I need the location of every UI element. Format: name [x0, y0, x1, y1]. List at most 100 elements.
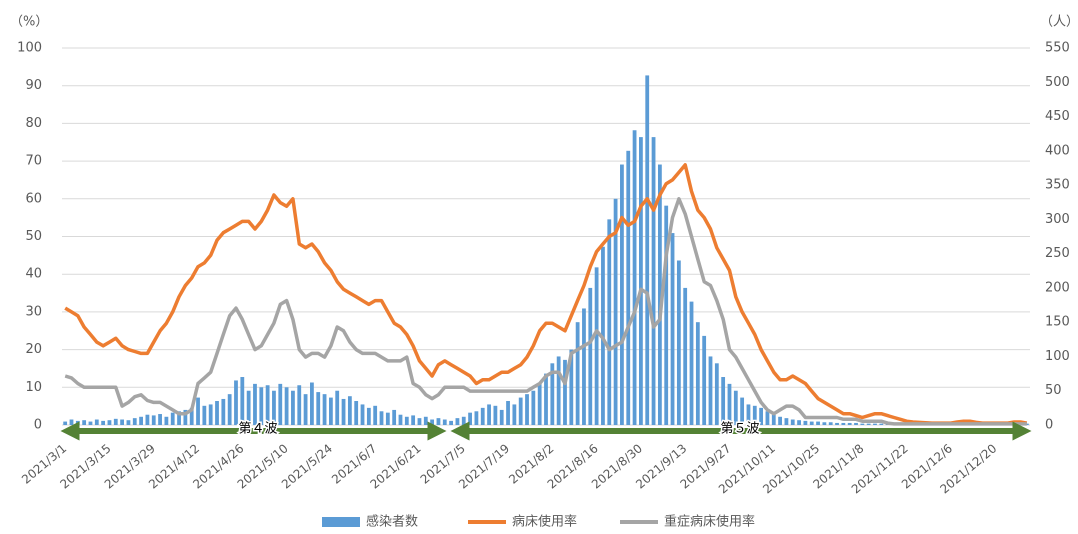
- bar: [196, 397, 200, 425]
- bar: [328, 397, 333, 425]
- bar: [379, 411, 384, 425]
- bar: [69, 419, 74, 425]
- line: [64, 197, 1027, 426]
- bar: [436, 418, 441, 425]
- y-tick-label: 30: [25, 304, 42, 319]
- y2-tick-label: 350: [1045, 178, 1070, 193]
- legend-swatch: [322, 517, 360, 527]
- bar: [354, 401, 359, 425]
- bar: [765, 411, 770, 425]
- bar: [145, 414, 150, 425]
- bar: [411, 415, 416, 425]
- bar: [657, 164, 662, 425]
- bar: [676, 260, 681, 425]
- bar: [234, 380, 238, 425]
- bar: [746, 404, 751, 425]
- annotation: 第５波: [720, 422, 759, 437]
- bar: [253, 383, 257, 425]
- bar: [613, 198, 618, 425]
- bar: [860, 423, 865, 425]
- bar: [683, 287, 688, 425]
- bar: [126, 420, 131, 425]
- bar: [183, 409, 188, 425]
- bar: [430, 419, 435, 425]
- bar: [101, 420, 106, 425]
- bar: [695, 322, 700, 425]
- bar: [63, 421, 68, 425]
- bar: [170, 412, 175, 425]
- bar: [790, 419, 795, 425]
- bar: [607, 219, 612, 425]
- bar: [107, 420, 112, 425]
- bar: [88, 421, 93, 425]
- bar: [544, 373, 548, 425]
- bar: [468, 412, 472, 425]
- bar: [215, 401, 219, 425]
- legend-label: 感染者数: [366, 514, 418, 530]
- legend-label: 重症病床使用率: [664, 514, 755, 530]
- bar: [82, 420, 87, 425]
- bar: [537, 383, 542, 425]
- bar: [417, 418, 422, 425]
- bar: [272, 390, 276, 425]
- legend-label: 病床使用率: [512, 514, 577, 530]
- bar: [398, 414, 403, 425]
- bar: [550, 363, 555, 425]
- bar: [639, 137, 643, 426]
- bar: [784, 418, 789, 425]
- bar: [461, 416, 466, 425]
- bar: [449, 420, 453, 425]
- bar: [518, 397, 523, 425]
- line: [64, 163, 1028, 425]
- bar: [873, 423, 877, 425]
- y2-tick-label: 400: [1045, 143, 1070, 158]
- bar: [139, 416, 143, 425]
- y2-tick-label: 250: [1045, 246, 1070, 261]
- y2-tick-label: 50: [1045, 383, 1062, 398]
- y-tick-label: 0: [34, 418, 42, 433]
- bar: [151, 415, 156, 425]
- y2-tick-label: 300: [1045, 212, 1070, 227]
- y2-tick-label: 500: [1045, 75, 1070, 90]
- bar: [828, 422, 833, 425]
- bar: [556, 356, 561, 425]
- bar: [404, 416, 409, 425]
- bar: [525, 394, 529, 425]
- y2-tick-label: 450: [1045, 109, 1070, 124]
- bar: [120, 419, 125, 425]
- bar: [714, 363, 719, 425]
- bar: [246, 390, 251, 425]
- bar: [322, 394, 327, 425]
- bar: [582, 308, 586, 425]
- bar: [854, 422, 858, 425]
- bar: [423, 416, 428, 425]
- bar: [645, 75, 650, 425]
- bar: [759, 407, 764, 425]
- y2-tick-label: 0: [1045, 418, 1053, 433]
- bar: [341, 398, 346, 425]
- bar: [164, 416, 169, 425]
- bar: [75, 420, 80, 425]
- bar: [733, 390, 738, 425]
- bar: [822, 422, 827, 425]
- bar: [442, 419, 447, 425]
- bar: [721, 377, 726, 425]
- bar: [809, 421, 814, 425]
- bar: [841, 422, 846, 425]
- bar: [291, 390, 295, 425]
- bar: [158, 414, 162, 425]
- bar: [480, 407, 485, 425]
- bar: [474, 411, 479, 425]
- bar: [670, 233, 675, 425]
- bar: [569, 349, 574, 425]
- y-tick-label: 40: [25, 267, 42, 282]
- y-tick-label: 70: [25, 154, 42, 169]
- y2-tick-label: 200: [1045, 280, 1070, 295]
- bar: [512, 404, 517, 425]
- bar: [303, 394, 308, 425]
- y-tick-label: 20: [25, 342, 42, 357]
- bar: [835, 422, 839, 425]
- bar: [493, 405, 498, 425]
- bar: [620, 164, 624, 425]
- bar: [879, 423, 884, 425]
